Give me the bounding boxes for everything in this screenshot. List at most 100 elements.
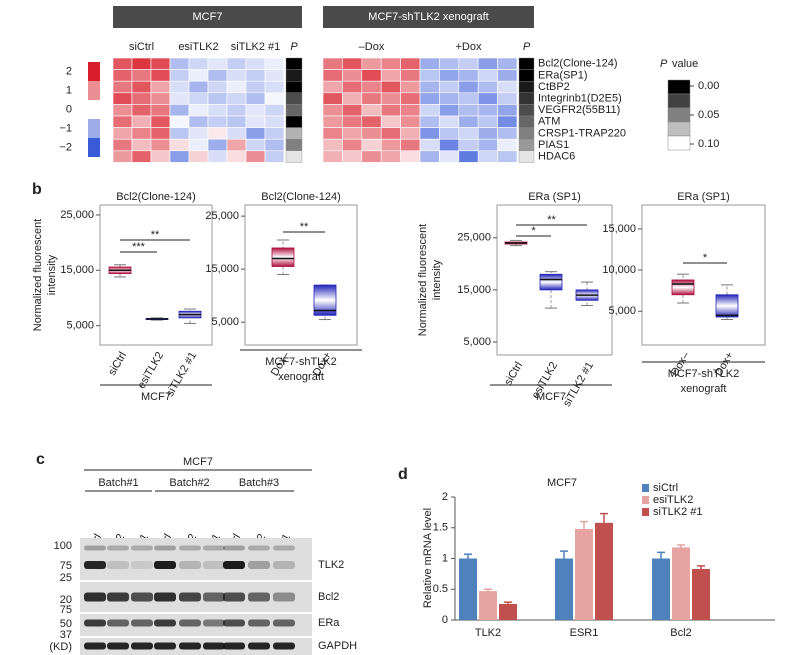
heatmap-cell [207,69,228,82]
heatmap-cell [361,69,382,82]
heatmap-cell [322,69,343,82]
pvalue-label: 0.10 [698,138,719,150]
heatmap-cell [169,57,190,70]
heatmap-cell [439,57,460,70]
plot-frame [641,204,766,346]
batch-label: Batch#1 [98,477,138,489]
heatmap-cell [419,150,440,163]
heatmap-cell [245,115,266,128]
blot-band [248,619,270,627]
heatmap-cell [264,69,285,82]
y-tick-label: 10,000 [602,264,636,276]
blot-band [107,592,129,602]
heatmap-cell [439,80,460,94]
heatmap-cell [188,92,209,105]
heatmap-cell [361,104,382,117]
colorbar-label: 1 [66,84,72,96]
heatmap-cell [264,92,285,105]
p-cell [285,57,303,70]
plot-frame [496,204,613,356]
condition-label: siCtrl [129,41,154,53]
blot-band [154,561,176,569]
marker-label: 75 [60,560,72,572]
p-cell [285,92,303,105]
heatmap-cell [322,150,343,163]
x-tick-label: Bcl2 [670,627,691,639]
blot-band [223,592,245,602]
p-label: P [523,41,531,53]
heatmap-cell [112,80,133,94]
colorbar-block [88,62,100,81]
pvalue-swatch [667,93,691,109]
blot-band [248,561,270,569]
heatmap-cell [245,104,266,117]
panel-letter: b [32,181,42,198]
y-tick-label: 0 [442,614,448,626]
heatmap-cell [264,80,285,94]
protein-label: GAPDH [318,640,357,652]
heatmap-cell [439,115,460,128]
heatmap-cell [131,127,152,140]
heatmap-cell [400,69,421,82]
heatmap-cell [169,92,190,105]
heatmap-cell [226,92,247,105]
heatmap-cell [380,92,401,105]
protein-label: TLK2 [318,559,344,571]
heatmap-cell [264,104,285,117]
blot-band [203,561,225,569]
group-title: MCF7 [193,11,223,23]
p-cell [285,80,303,93]
heatmap-cell [419,57,440,70]
chart-title: Bcl2(Clone-124) [261,191,340,203]
heatmap-cell [419,127,440,140]
heatmap-cell [188,69,209,82]
colorbar-label: 2 [66,65,72,77]
chart-title: Bcl2(Clone-124) [116,191,195,203]
blot-band [248,545,270,551]
marker-label: 37 [60,629,72,641]
heatmap-cell [439,104,460,117]
heatmap-cell [477,127,498,140]
colorbar-label: −2 [59,141,72,153]
heatmap-cell [419,115,440,128]
heatmap-cell [400,138,421,152]
heatmap-cell [419,138,440,152]
heatmap-cell [264,150,285,163]
heatmap-cell [497,138,518,152]
pvalue-label: 0.05 [698,109,719,121]
heatmap-cell [226,115,247,128]
y-tick-label: 15,000 [60,264,94,276]
heatmap-cell [150,104,171,117]
p-cell [285,115,303,128]
heatmap-cell [131,104,152,117]
p-cell [518,138,535,151]
heatmap-cell [169,127,190,140]
chart-title: ERa (SP1) [677,191,730,203]
y-tick-label: 1.5 [433,522,448,534]
heatmap-cell [245,57,266,70]
legend-swatch [642,496,649,504]
bar [692,568,710,620]
blot-band [131,561,153,569]
heatmap-cell [207,80,228,94]
heatmap-cell [342,69,363,82]
blot-band [179,545,201,551]
chart-title: ERa (SP1) [528,191,581,203]
blot-band [223,545,245,551]
group-header [113,6,302,28]
bar [459,558,477,620]
heatmap-cell [439,69,460,82]
significance-label: * [703,252,708,264]
heatmap-cell [497,92,518,105]
blot-band [131,592,153,602]
heatmap-cell [112,115,133,128]
heatmap-cell [322,104,343,117]
heatmap-cell [226,104,247,117]
panel-letter: d [398,466,408,483]
heatmap-cell [342,104,363,117]
heatmap-cell [188,115,209,128]
heatmap-cell [342,80,363,94]
heatmap-cell [169,104,190,117]
y-axis-label: intensity [46,254,58,295]
